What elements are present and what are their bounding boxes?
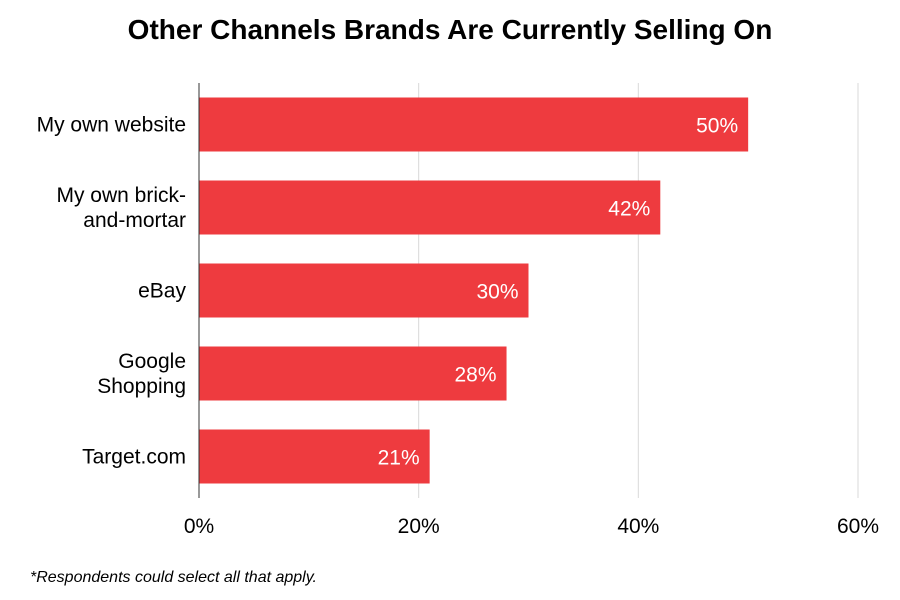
category-label: eBay: [138, 280, 186, 303]
bar-value-label: 30%: [476, 281, 518, 304]
bar-value-label: 50%: [696, 115, 738, 138]
bar: [199, 346, 507, 401]
bar-value-label: 21%: [378, 447, 420, 470]
bar: [199, 263, 529, 318]
x-tick-label: 40%: [617, 515, 659, 538]
x-tick-label: 60%: [837, 515, 879, 538]
chart-title: Other Channels Brands Are Currently Sell…: [127, 14, 773, 45]
footnote: *Respondents could select all that apply…: [30, 569, 317, 586]
category-label: Target.com: [82, 446, 186, 469]
x-tick-label: 0%: [184, 515, 214, 538]
category-label: My own website: [37, 114, 186, 137]
category-label: Google Shopping: [97, 350, 186, 398]
bar: [199, 97, 749, 152]
bar-value-label: 28%: [455, 364, 497, 387]
category-label: My own brick-and-mortar: [56, 184, 186, 232]
x-tick-label: 20%: [398, 515, 440, 538]
bar: [199, 180, 661, 235]
bar-value-label: 42%: [608, 198, 650, 221]
bar: [199, 429, 430, 484]
